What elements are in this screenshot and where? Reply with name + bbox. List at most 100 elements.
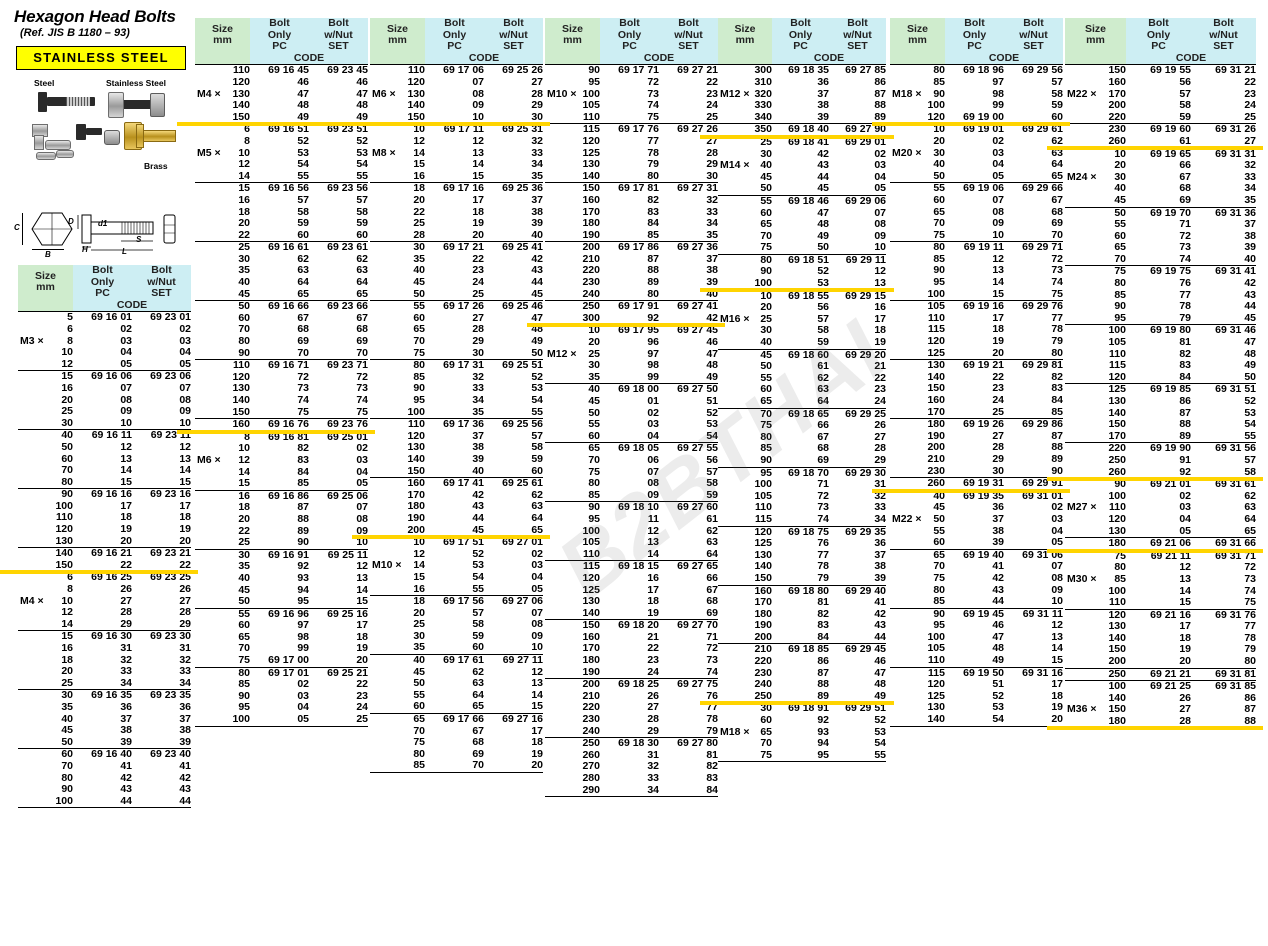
size-cell: 18 <box>370 182 425 195</box>
code-pc: 69 <box>817 453 829 466</box>
length-value: 110 <box>928 311 945 324</box>
length-value: 180 <box>582 654 600 667</box>
code-pc: 29 <box>472 335 484 348</box>
code-set: 47 <box>1244 336 1256 349</box>
code-pc: 69 17 26 <box>425 300 484 313</box>
length-value: 100 <box>232 713 250 726</box>
table-row: 210 87 37 <box>545 253 718 266</box>
size-cell: 100 <box>1065 585 1126 598</box>
size-cell: 35 <box>370 253 425 266</box>
code-set: 75 <box>1051 287 1063 300</box>
code-pc: 32 <box>120 653 132 666</box>
code-set: 08 <box>531 618 543 631</box>
length-value: 25 <box>413 217 425 230</box>
code-set: 05 <box>356 477 368 490</box>
code-pc: 69 16 45 <box>250 64 309 77</box>
size-cell: 190 <box>890 430 945 443</box>
table-row: 150 22 22 <box>18 559 191 572</box>
code-pc: 63 <box>817 383 829 396</box>
size-cell: 40 <box>890 158 945 171</box>
length-value: 12 <box>413 134 425 147</box>
table-row: 125 76 36 <box>718 537 886 550</box>
code-pc: 69 16 01 <box>73 311 132 324</box>
code-pc: 44 <box>472 511 484 524</box>
length-value: 95 <box>413 394 425 406</box>
code-pc: 39 <box>120 735 132 748</box>
code-pc: 63 <box>297 264 309 277</box>
length-value: 220 <box>1108 442 1126 455</box>
table-row: 40 68 34 <box>1065 183 1256 195</box>
table-row: 20 88 08 <box>195 513 368 526</box>
code-set: 69 31 66 <box>1191 537 1256 551</box>
length-value: 30 <box>238 252 250 265</box>
code-pc: 69 16 56 <box>250 182 309 195</box>
code-pc: 69 19 21 <box>945 359 1004 372</box>
code-set: 07 <box>1051 560 1063 573</box>
code-pc: 78 <box>1179 300 1191 313</box>
length-value: 170 <box>1108 87 1126 100</box>
table-row: 260 61 27 <box>1065 135 1256 148</box>
table-row: 25 34 34 <box>18 677 191 690</box>
size-cell: 90 <box>890 265 945 277</box>
table-row: 45 36 02 <box>890 502 1063 514</box>
length-value: 60 <box>588 429 600 442</box>
code-pc: 69 19 70 <box>1126 206 1191 220</box>
table-row: 130 77 37 <box>718 549 886 562</box>
code-set: 62 <box>531 488 543 501</box>
table-row: 170 25 85 <box>890 406 1063 419</box>
code-set: 52 <box>356 134 368 147</box>
table-row: 55 64 14 <box>370 689 543 702</box>
size-cell: 55 <box>195 607 250 621</box>
table-row: 80 76 42 <box>1065 277 1256 290</box>
table-row: 50 63 13 <box>370 677 543 690</box>
code-set: 37 <box>531 193 543 206</box>
table-row: 60 72 38 <box>1065 230 1256 243</box>
code-set: 69 29 71 <box>1004 241 1063 254</box>
code-set: 69 25 06 <box>309 489 368 503</box>
size-cell: 310 <box>718 76 772 89</box>
code-pc: 93 <box>297 571 309 584</box>
code-pc: 48 <box>297 99 309 112</box>
length-value: 140 <box>927 713 945 726</box>
code-pc: 22 <box>472 252 484 265</box>
table-row: 95 69 18 70 69 29 30 <box>718 466 886 480</box>
code-set: 63 <box>1051 146 1063 159</box>
code-pc: 69 16 96 <box>250 607 309 621</box>
code-pc: 69 18 30 <box>600 737 659 750</box>
code-set: 02 <box>356 442 368 455</box>
code-set: 09 <box>1051 583 1063 596</box>
code-pc: 56 <box>1179 75 1191 88</box>
code-pc: 30 <box>472 346 484 359</box>
length-value: 20 <box>1114 159 1126 172</box>
length-value: 30 <box>61 416 73 429</box>
length-value: 170 <box>407 488 425 501</box>
size-cell: 110 <box>195 359 250 372</box>
code-set: 69 <box>1051 217 1063 230</box>
size-cell: 16 <box>18 382 73 395</box>
code-set: 69 27 80 <box>659 737 718 750</box>
table-row: 180 69 21 06 69 31 66 <box>1065 537 1256 551</box>
length-value: 60 <box>760 383 772 396</box>
length-value: 80 <box>933 64 945 77</box>
size-cell: 110 <box>18 512 73 524</box>
code-set: 20 <box>1004 713 1063 727</box>
code-pc: 09 <box>472 99 484 112</box>
code-set: 30 <box>531 110 543 123</box>
size-cell: 85 <box>718 443 772 455</box>
length-value: 260 <box>1108 465 1126 478</box>
code-pc: 20 <box>472 228 484 241</box>
code-pc: 69 21 25 <box>1126 680 1191 693</box>
length-value: 100 <box>1108 680 1126 693</box>
table-row: 45 65 65 <box>195 288 368 301</box>
table-row: 40 04 64 <box>890 158 1063 171</box>
size-cell: 20 <box>18 394 73 407</box>
table-row: M22 × 170 57 23 <box>1065 87 1256 101</box>
length-value: 140 <box>1108 406 1126 419</box>
code-set: 76 <box>706 689 718 702</box>
code-pc: 89 <box>297 524 309 537</box>
code-pc: 69 18 75 <box>772 525 829 539</box>
code-pc: 69 18 20 <box>600 619 659 632</box>
code-set: 63 <box>356 264 368 277</box>
size-cell: 6 <box>18 323 73 336</box>
length-value: 85 <box>933 252 945 265</box>
